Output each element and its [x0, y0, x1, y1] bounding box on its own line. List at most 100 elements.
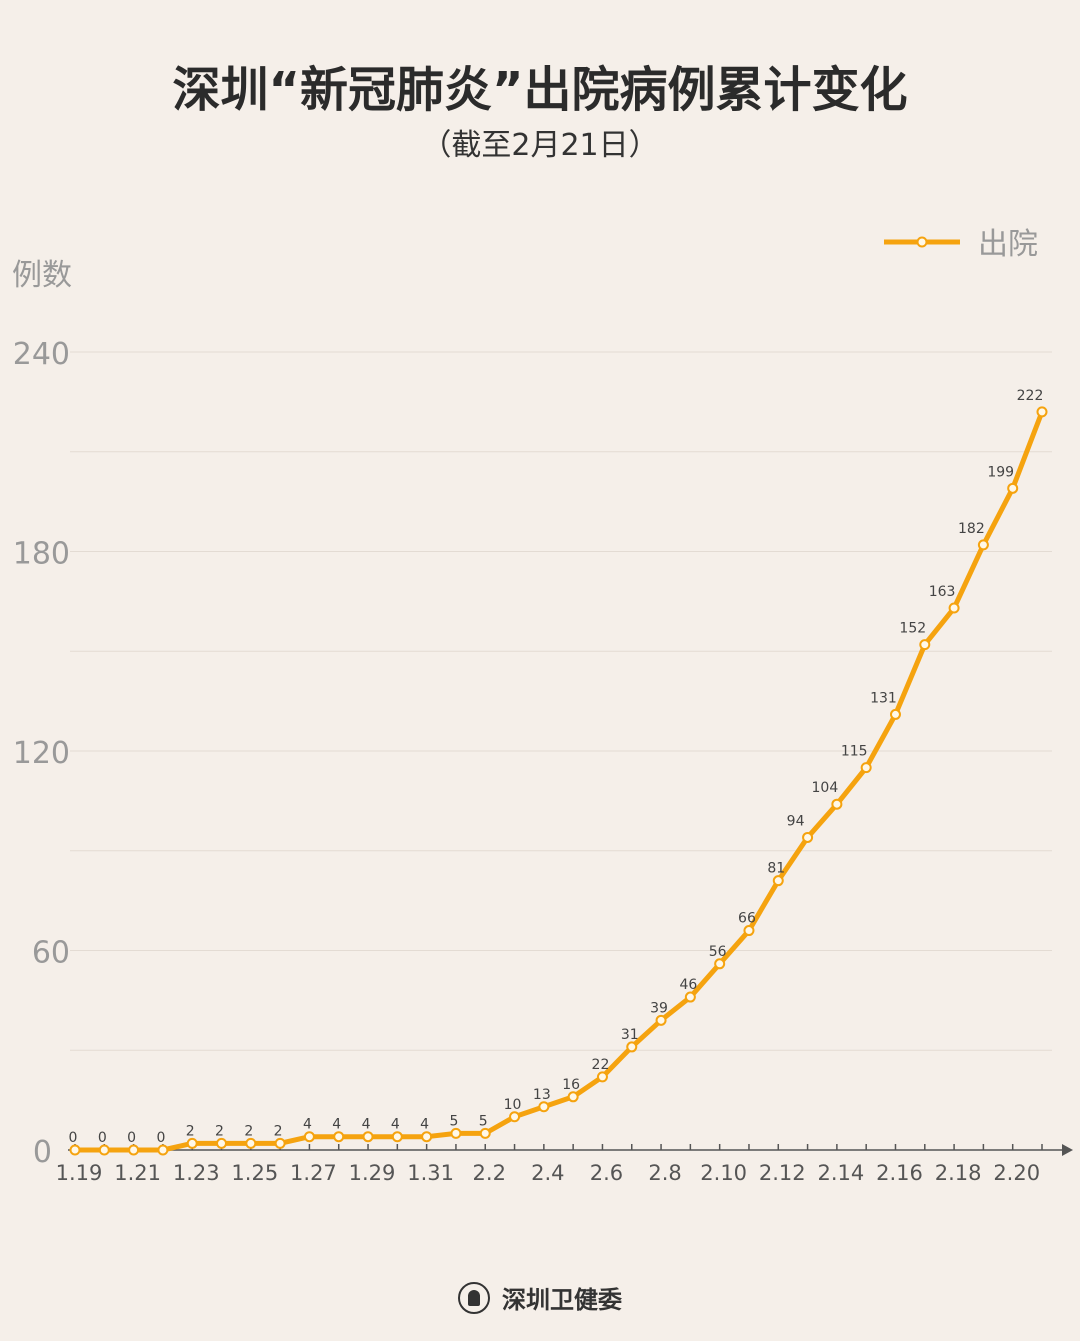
x-tick-label: 2.2	[473, 1161, 506, 1185]
x-tick-label: 2.4	[531, 1161, 564, 1185]
data-label: 94	[787, 813, 805, 829]
y-tick-label: 0	[33, 1135, 52, 1170]
chart-title: 深圳“新冠肺炎”出院病例累计变化	[172, 62, 908, 118]
data-point	[626, 1041, 638, 1053]
data-point	[186, 1137, 198, 1149]
data-label: 182	[958, 521, 985, 537]
data-label: 0	[127, 1130, 136, 1146]
data-point	[333, 1131, 345, 1143]
y-tick-label: 120	[13, 736, 70, 771]
footer-org: 深圳卫健委	[502, 1286, 622, 1314]
data-point	[216, 1137, 228, 1149]
data-point	[274, 1137, 286, 1149]
data-point	[567, 1091, 579, 1103]
data-point	[1036, 406, 1048, 418]
data-label: 4	[420, 1117, 429, 1133]
data-label: 13	[533, 1087, 551, 1103]
data-point	[128, 1144, 140, 1156]
x-tick-label: 1.29	[349, 1161, 396, 1185]
data-point	[655, 1014, 667, 1026]
x-tick-label: 2.6	[590, 1161, 623, 1185]
data-label: 222	[1017, 388, 1044, 404]
x-tick-label: 1.19	[56, 1161, 103, 1185]
data-point	[421, 1131, 433, 1143]
data-label: 46	[679, 977, 697, 993]
x-tick-label: 2.18	[935, 1161, 982, 1185]
data-label: 115	[841, 744, 868, 760]
data-point	[479, 1127, 491, 1139]
data-point	[509, 1111, 521, 1123]
x-tick-label: 1.31	[407, 1161, 454, 1185]
data-point	[802, 831, 814, 843]
data-label: 0	[69, 1130, 78, 1146]
data-point	[977, 539, 989, 551]
data-label: 131	[870, 690, 897, 706]
x-tick-label: 1.27	[290, 1161, 337, 1185]
x-tick-label: 1.25	[231, 1161, 278, 1185]
data-point	[157, 1144, 169, 1156]
data-point	[450, 1127, 462, 1139]
x-axis-arrow-icon	[1062, 1144, 1073, 1156]
x-tick-label: 1.23	[173, 1161, 220, 1185]
data-label: 16	[562, 1077, 580, 1093]
data-point	[1007, 482, 1019, 494]
chart-subtitle: （截至2月21日）	[421, 128, 659, 163]
data-label: 5	[449, 1113, 458, 1129]
data-label: 56	[709, 944, 727, 960]
data-point	[919, 639, 931, 651]
data-label: 0	[98, 1130, 107, 1146]
data-label: 104	[812, 780, 839, 796]
data-label: 39	[650, 1000, 668, 1016]
data-label: 10	[504, 1097, 522, 1113]
data-point	[538, 1101, 550, 1113]
data-point	[98, 1144, 110, 1156]
data-label: 2	[186, 1123, 195, 1139]
data-label: 4	[303, 1117, 312, 1133]
data-label: 2	[244, 1123, 253, 1139]
data-label: 4	[391, 1117, 400, 1133]
data-label: 4	[332, 1117, 341, 1133]
data-label: 22	[592, 1057, 610, 1073]
x-tick-label: 1.21	[114, 1161, 161, 1185]
data-point	[69, 1144, 81, 1156]
data-label: 4	[362, 1117, 371, 1133]
data-point	[831, 798, 843, 810]
data-point	[303, 1131, 315, 1143]
y-tick-label: 240	[13, 337, 70, 372]
data-label: 152	[899, 621, 926, 637]
data-label: 31	[621, 1027, 639, 1043]
data-label: 66	[738, 911, 756, 927]
data-label: 2	[215, 1123, 224, 1139]
x-tick-label: 2.8	[648, 1161, 681, 1185]
data-point	[362, 1131, 374, 1143]
x-tick-label: 2.16	[876, 1161, 923, 1185]
x-tick-label: 2.14	[817, 1161, 864, 1185]
data-label: 199	[987, 464, 1014, 480]
data-label: 163	[929, 584, 956, 600]
series-line	[75, 410, 1045, 1153]
data-label: 2	[274, 1123, 283, 1139]
y-axis-label: 例数	[12, 258, 72, 293]
data-label: 81	[767, 861, 785, 877]
seal-logo-icon	[458, 1281, 490, 1314]
footer: 深圳卫健委	[0, 1280, 1080, 1315]
data-point	[889, 708, 901, 720]
data-point	[948, 602, 960, 614]
y-tick-label: 180	[13, 537, 70, 572]
y-tick-label: 60	[32, 936, 70, 971]
data-label: 0	[156, 1130, 165, 1146]
data-point	[860, 762, 872, 774]
data-point	[714, 958, 726, 970]
data-point	[596, 1071, 608, 1083]
data-point	[684, 991, 696, 1003]
legend-label: 出院	[978, 227, 1038, 262]
data-point	[391, 1131, 403, 1143]
legend-marker	[916, 236, 928, 248]
data-point	[245, 1137, 257, 1149]
x-tick-label: 2.20	[993, 1161, 1040, 1185]
data-label: 5	[479, 1113, 488, 1129]
data-point	[772, 875, 784, 887]
x-tick-label: 2.12	[759, 1161, 806, 1185]
